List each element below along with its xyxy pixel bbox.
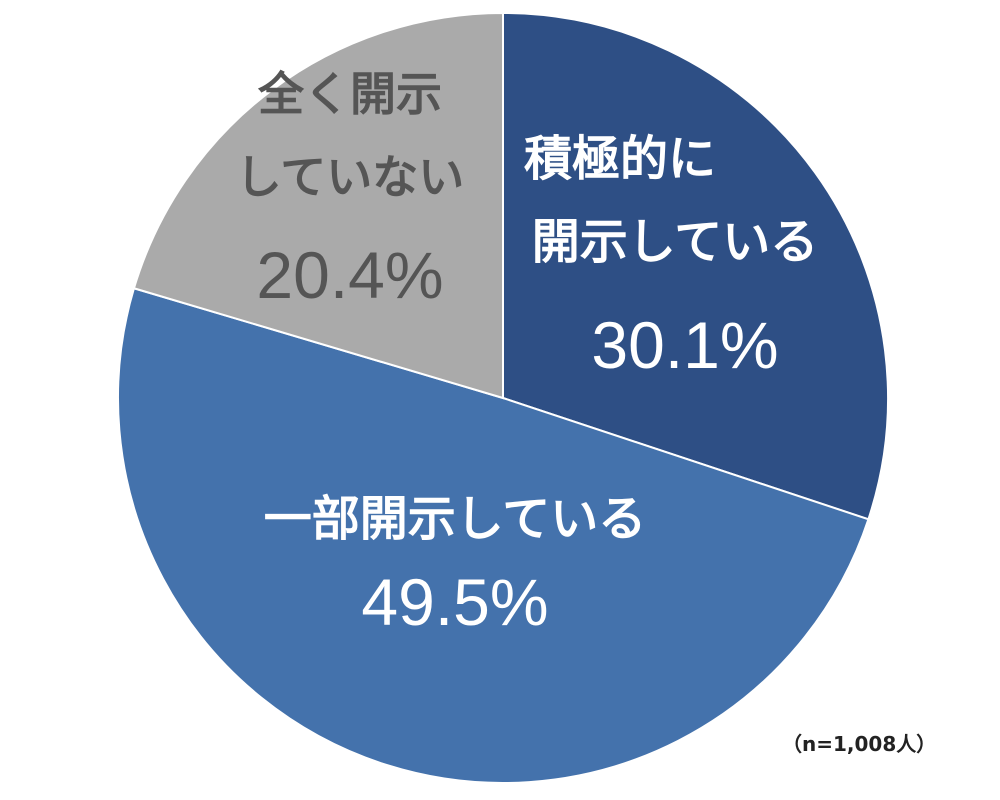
slice-value-label: 30.1%: [591, 308, 778, 382]
slice-label: 全く開示: [257, 67, 442, 121]
slice-active-disclosure: [502, 11, 889, 521]
pie-slices: [117, 11, 889, 784]
slice-partial-disclosure: [117, 287, 870, 784]
slice-label: していない: [236, 150, 465, 204]
sample-size-note: （n=1,008人）: [782, 732, 937, 756]
slice-no-disclosure: [132, 11, 504, 400]
slice-value-label: 49.5%: [361, 565, 548, 639]
slice-value-label: 20.4%: [256, 238, 443, 312]
slice-label: 一部開示している: [264, 491, 647, 547]
slice-label: 積極的に: [524, 131, 716, 187]
slice-label: 開示している: [532, 214, 819, 270]
